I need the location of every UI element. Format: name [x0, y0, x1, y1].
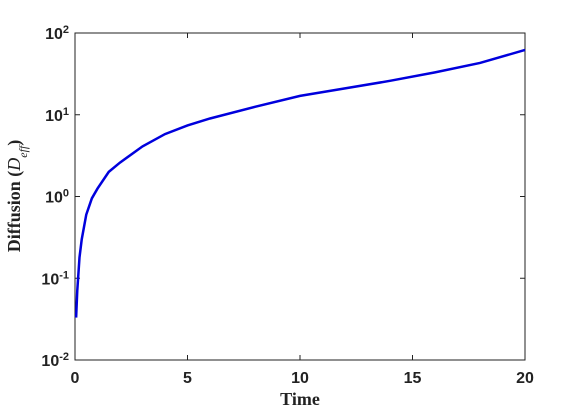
- y-tick-label: 101: [45, 106, 69, 125]
- x-axis-label: Time: [280, 389, 320, 409]
- y-axis-label: Diffusion (Deff): [4, 140, 30, 253]
- y-tick-label: 100: [45, 188, 69, 207]
- x-tick-label: 15: [404, 370, 422, 387]
- x-tick-label: 20: [516, 370, 534, 387]
- x-tick-label: 0: [71, 370, 80, 387]
- x-tick-label: 5: [183, 370, 192, 387]
- y-tick-label: 10-1: [41, 269, 69, 288]
- y-tick-label: 10-2: [41, 351, 69, 370]
- plot-frame: [74, 32, 526, 361]
- x-tick-label: 10: [291, 370, 309, 387]
- y-tick-label: 102: [45, 24, 69, 43]
- data-line: [74, 48, 526, 318]
